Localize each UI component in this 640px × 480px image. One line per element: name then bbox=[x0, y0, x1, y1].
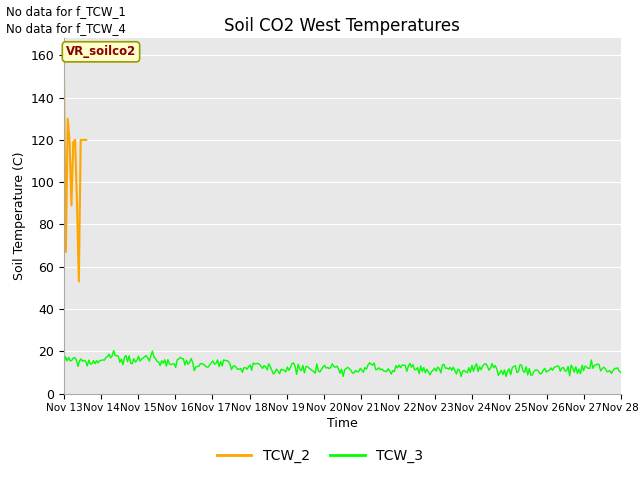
TCW_2 bbox=[69, 139, 77, 145]
TCW_3 bbox=[617, 370, 625, 375]
TCW_3 bbox=[60, 360, 68, 366]
Y-axis label: Soil Temperature (C): Soil Temperature (C) bbox=[13, 152, 26, 280]
TCW_3 bbox=[589, 365, 596, 371]
TCW_2 bbox=[83, 137, 90, 143]
TCW_2 bbox=[81, 137, 88, 143]
Legend: TCW_2, TCW_3: TCW_2, TCW_3 bbox=[211, 443, 429, 468]
TCW_2 bbox=[71, 137, 79, 143]
Text: No data for f_TCW_1: No data for f_TCW_1 bbox=[6, 5, 126, 18]
TCW_2 bbox=[60, 76, 68, 82]
TCW_3 bbox=[457, 374, 465, 380]
TCW_2 bbox=[75, 279, 83, 285]
Line: TCW_2: TCW_2 bbox=[64, 79, 86, 282]
TCW_2 bbox=[77, 137, 84, 143]
TCW_3 bbox=[228, 367, 236, 372]
TCW_2 bbox=[73, 201, 81, 206]
TCW_3 bbox=[130, 356, 138, 361]
TCW_2 bbox=[62, 249, 70, 255]
TCW_3 bbox=[255, 361, 263, 367]
TCW_2 bbox=[64, 116, 72, 121]
X-axis label: Time: Time bbox=[327, 418, 358, 431]
Title: Soil CO2 West Temperatures: Soil CO2 West Temperatures bbox=[225, 17, 460, 36]
TCW_3 bbox=[246, 362, 254, 368]
TCW_2 bbox=[66, 139, 74, 145]
TCW_2 bbox=[68, 203, 76, 208]
Text: VR_soilco2: VR_soilco2 bbox=[66, 45, 136, 58]
TCW_3 bbox=[110, 348, 118, 353]
Text: No data for f_TCW_4: No data for f_TCW_4 bbox=[6, 22, 126, 35]
Line: TCW_3: TCW_3 bbox=[64, 350, 621, 377]
TCW_3 bbox=[305, 365, 313, 371]
TCW_2 bbox=[79, 137, 86, 143]
